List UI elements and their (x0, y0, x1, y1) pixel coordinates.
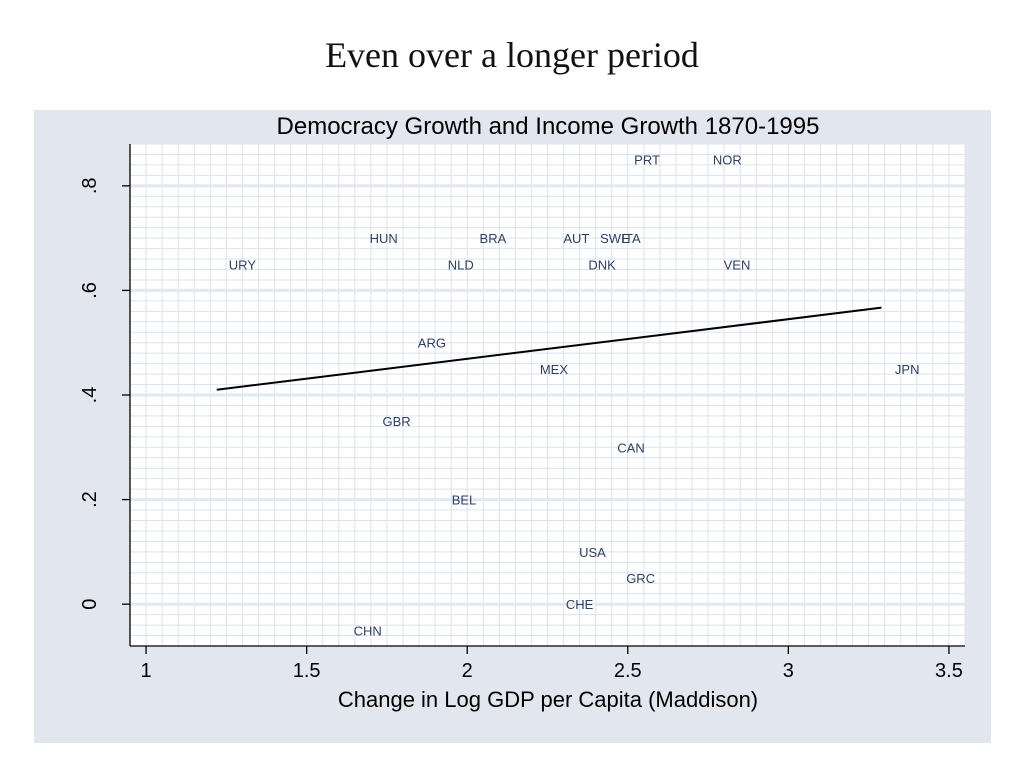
data-point-hun: HUN (370, 231, 398, 246)
data-point-grc: GRC (626, 571, 655, 586)
x-tick-label: 2.5 (614, 660, 642, 682)
x-tick-label: 2 (462, 660, 473, 682)
y-tick-label: .6 (79, 282, 101, 299)
fitted-line (216, 306, 882, 391)
data-point-gbr: GBR (382, 414, 410, 429)
data-point-bel: BEL (452, 493, 477, 508)
x-tick-label: 1.5 (293, 660, 321, 682)
x-tick-label: 3.5 (935, 660, 963, 682)
data-point-prt: PRT (634, 153, 660, 168)
x-tick-label: 1 (140, 660, 151, 682)
data-point-aut: AUT (563, 231, 589, 246)
y-tick-label: .4 (79, 387, 101, 404)
data-point-nld: NLD (448, 257, 474, 272)
data-point-nor: NOR (713, 153, 742, 168)
data-point-bra: BRA (480, 231, 507, 246)
data-point-dnk: DNK (588, 257, 616, 272)
y-tick-label: .2 (79, 491, 101, 508)
data-point-ita: ITA (621, 231, 641, 246)
data-point-swe: SWE (600, 231, 630, 246)
data-point-mex: MEX (540, 362, 569, 377)
data-point-ven: VEN (724, 257, 751, 272)
x-axis-ticks: 1 1.5 2 2.5 3 3.5 (140, 646, 963, 682)
data-point-can: CAN (617, 440, 644, 455)
slide-title: Even over a longer period (325, 35, 699, 75)
major-grid (130, 184, 965, 606)
y-tick-label: 0 (79, 599, 101, 610)
chart-panel: 1 1.5 2 2.5 3 3.5 0 .2 .4 .6 .8 PRT NOR HUN BRA AUT SW… (34, 110, 991, 743)
y-tick-label: .8 (79, 177, 101, 194)
data-point-arg: ARG (418, 336, 446, 351)
data-point-jpn: JPN (895, 362, 920, 377)
data-point-ury: URY (229, 257, 257, 272)
chart-title: Democracy Growth and Income Growth 1870-… (277, 113, 820, 140)
data-point-chn: CHN (354, 623, 382, 638)
scatter-chart: 1 1.5 2 2.5 3 3.5 0 .2 .4 .6 .8 PRT NOR HUN BRA AUT SW… (79, 113, 966, 712)
y-axis-ticks: 0 .2 .4 .6 .8 (79, 177, 130, 610)
data-point-usa: USA (579, 545, 606, 560)
data-point-che: CHE (566, 597, 594, 612)
x-tick-label: 3 (783, 660, 794, 682)
x-axis-title: Change in Log GDP per Capita (Maddison) (338, 687, 758, 712)
